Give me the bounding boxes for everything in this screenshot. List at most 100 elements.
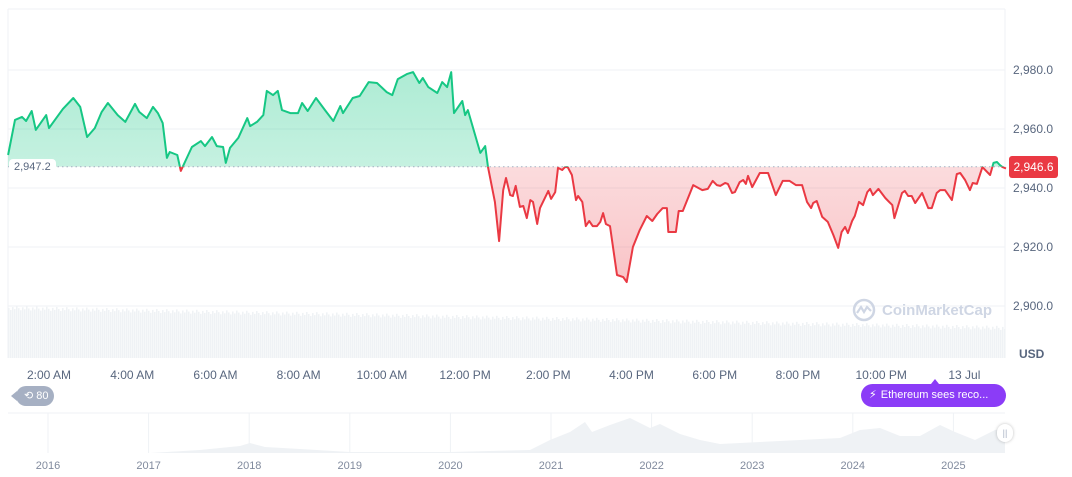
volume-bar <box>490 319 492 358</box>
navigator-year-label: 2022 <box>639 460 663 472</box>
volume-bar <box>74 310 76 358</box>
volume-bar <box>486 315 488 358</box>
volume-bar <box>908 326 910 358</box>
volume-bar <box>492 316 494 358</box>
volume-bar <box>516 316 518 358</box>
volume-bar <box>294 314 296 358</box>
navigator-handle[interactable]: || <box>997 424 1013 442</box>
history-count: 80 <box>36 390 49 402</box>
volume-bar <box>380 317 382 358</box>
volume-bar <box>722 321 724 358</box>
volume-bar <box>64 310 66 358</box>
volume-bar <box>994 328 996 358</box>
volume-bar <box>484 318 486 358</box>
price-areas <box>8 72 1006 283</box>
volume-bar <box>352 313 354 358</box>
volume-bar <box>554 319 556 358</box>
volume-bar <box>510 320 512 358</box>
volume-bar <box>774 324 776 358</box>
volume-bar <box>664 322 666 358</box>
volume-bar <box>812 323 814 358</box>
volume-bar <box>794 324 796 358</box>
volume-bar <box>658 321 660 358</box>
volume-bar <box>696 319 698 358</box>
x-axis: 2:00 AM 4:00 AM 6:00 AM 8:00 AM 10:00 AM 12:0… <box>27 368 980 382</box>
volume-bar <box>20 310 22 358</box>
volume-bar <box>458 317 460 358</box>
x-tick-label: 4:00 PM <box>609 368 654 382</box>
volume-bar <box>208 312 210 358</box>
volume-bar <box>434 317 436 358</box>
volume-bar <box>504 318 506 358</box>
volume-bar <box>66 307 68 358</box>
volume-bar <box>1004 328 1006 358</box>
volume-bar <box>438 316 440 358</box>
volume-bar <box>330 316 332 358</box>
volume-bar <box>926 324 928 358</box>
volume-bar <box>922 325 924 358</box>
volume-bar <box>618 320 620 358</box>
volume-bar <box>542 317 544 358</box>
volume-bar <box>590 321 592 358</box>
volume-bar <box>638 320 640 358</box>
volume-bar <box>222 311 224 358</box>
volume-bar <box>60 311 62 358</box>
volume-bar <box>460 319 462 358</box>
news-pill[interactable]: ⚡︎ Ethereum sees reco... <box>861 379 1006 407</box>
volume-bar <box>224 313 226 358</box>
volume-bar <box>174 312 176 358</box>
volume-bar <box>376 313 378 358</box>
volume-bar <box>610 322 612 358</box>
volume-bar <box>244 313 246 358</box>
volume-bar <box>924 327 926 358</box>
volume-bar <box>524 319 526 358</box>
volume-bar <box>662 320 664 358</box>
volume-bar <box>920 328 922 358</box>
volume-bar <box>614 321 616 358</box>
volume-bar <box>402 314 404 358</box>
volume-bar <box>888 325 890 358</box>
volume-bar <box>608 320 610 358</box>
volume-bar <box>94 310 96 358</box>
volume-bar <box>102 308 104 358</box>
volume-bar <box>382 314 384 358</box>
volume-bar <box>928 326 930 358</box>
volume-bar <box>972 326 974 358</box>
navigator[interactable]: 2016 2017 2018 2019 2020 2021 2022 2023 2024 2025 <box>8 412 1005 472</box>
volume-bar <box>724 323 726 358</box>
volume-bar <box>586 317 588 358</box>
volume-bar <box>42 307 44 358</box>
volume-bar <box>392 314 394 358</box>
volume-bar <box>544 319 546 358</box>
volume-bar <box>462 316 464 358</box>
volume-bar <box>876 323 878 358</box>
volume-bar <box>274 314 276 358</box>
volume-bar <box>500 319 502 358</box>
volume-bar <box>302 312 304 358</box>
volume-bar <box>968 327 970 358</box>
volume-bar <box>800 325 802 358</box>
volume-bar <box>738 322 740 358</box>
volume-bar <box>336 312 338 358</box>
volume-bar <box>264 314 266 358</box>
volume-bar <box>982 326 984 358</box>
volume-bar <box>116 308 118 358</box>
volume-bar <box>780 325 782 358</box>
history-badge[interactable]: ⟲ 80 <box>11 386 54 406</box>
volume-bar <box>348 314 350 358</box>
volume-bar <box>400 317 402 358</box>
volume-bar <box>110 312 112 358</box>
y-tick-label: 2,900.0 <box>1013 299 1053 313</box>
baseline-price-label: 2,947.2 <box>9 159 56 176</box>
volume-bar <box>574 320 576 358</box>
volume-bar <box>556 316 558 358</box>
volume-bar <box>8 308 10 358</box>
y-tick-label: 2,960.0 <box>1013 122 1053 136</box>
volume-bar <box>914 327 916 358</box>
volume-bar <box>360 317 362 358</box>
volume-bar <box>998 327 1000 358</box>
volume-bar <box>678 321 680 358</box>
volume-bar <box>282 312 284 358</box>
volume-bar <box>290 315 292 358</box>
